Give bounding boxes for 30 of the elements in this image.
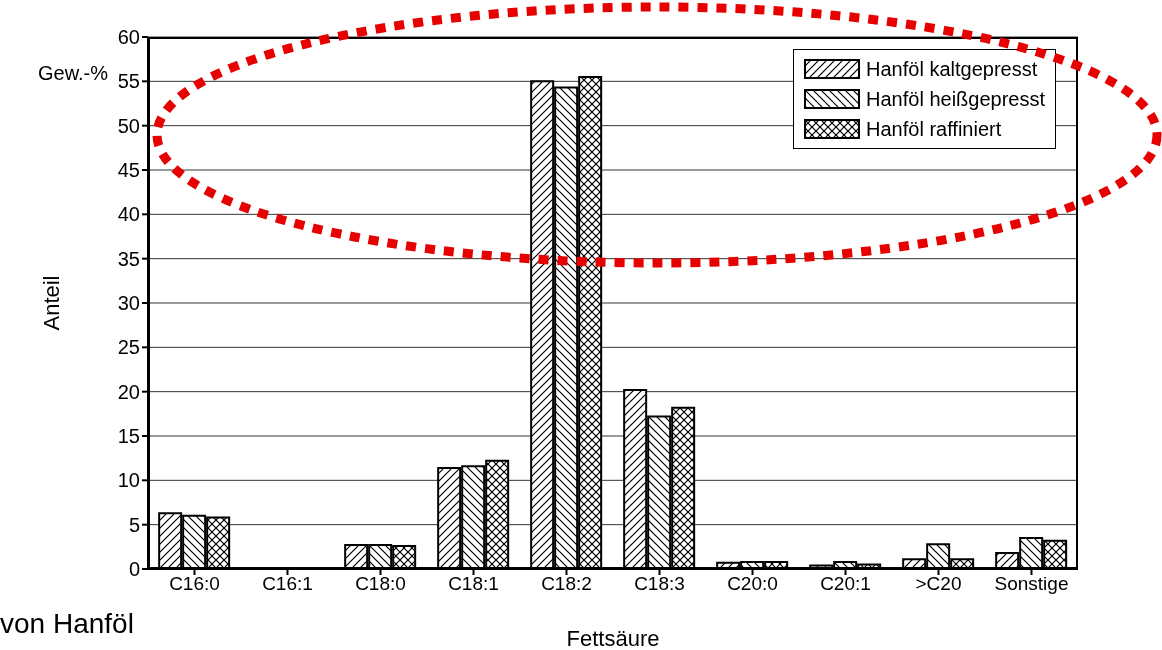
y-tick-label: 35 <box>117 247 140 270</box>
text: von Hanföl <box>0 608 134 640</box>
x-tick-label: C18:3 <box>634 573 685 595</box>
y-tick-label: 20 <box>117 380 140 403</box>
x-tick-label: Sonstige <box>994 573 1069 595</box>
x-tick-label: C20:0 <box>727 573 778 595</box>
y-axis-title: Anteil <box>39 275 65 331</box>
legend-label: Hanföl raffiniert <box>866 117 1002 141</box>
text: Gew.-% <box>38 62 109 85</box>
y-tick-label: 5 <box>128 513 140 536</box>
y-tick-label: 15 <box>117 425 140 448</box>
x-tick-label: C18:2 <box>541 573 592 595</box>
y-tick-label: 25 <box>117 336 140 359</box>
y-tick-label: 55 <box>117 70 140 93</box>
legend-label: Hanföl heißgepresst <box>866 87 1045 111</box>
x-tick-label: C18:1 <box>448 573 499 595</box>
y-tick-label: 30 <box>117 292 140 315</box>
y-tick-label: 40 <box>117 203 140 226</box>
y-tick-label: 60 <box>117 26 140 49</box>
y-tick-label: 50 <box>117 114 140 137</box>
x-tick-label: C18:0 <box>355 573 406 595</box>
y-tick-label: 0 <box>128 558 140 581</box>
legend-label: Hanföl kaltgepresst <box>866 57 1038 81</box>
x-tick-label: C20:1 <box>820 573 871 595</box>
y-tick-label: 10 <box>117 469 140 492</box>
x-tick-label: >C20 <box>915 573 962 595</box>
x-axis-title: Fettsäure <box>566 626 660 650</box>
x-tick-label: C16:0 <box>169 573 220 595</box>
y-tick-label: 45 <box>117 159 140 182</box>
x-tick-label: C16:1 <box>262 573 313 595</box>
